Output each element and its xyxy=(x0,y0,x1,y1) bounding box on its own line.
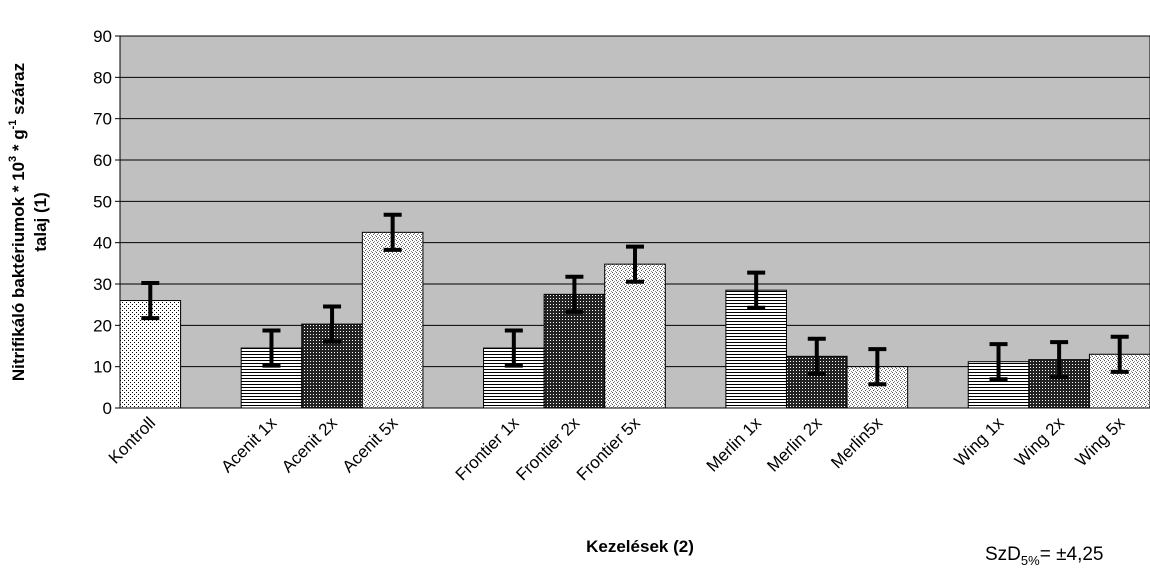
bar xyxy=(604,263,666,409)
y-axis-title-part: Nitrifikáló baktériumok * 10 xyxy=(9,162,28,381)
y-axis-title-part: száraz xyxy=(9,63,28,120)
y-axis-title-sup: 3 xyxy=(7,156,19,162)
x-tick-label: Acenit 2x xyxy=(278,413,341,476)
x-tick-label: Merlin 2x xyxy=(763,413,826,476)
x-tick-label: Acenit 5x xyxy=(339,413,402,476)
y-tick-label: 90 xyxy=(93,27,112,46)
x-tick-label: Frontier 5x xyxy=(573,413,644,484)
x-tick-label: Wing 1x xyxy=(950,413,1007,470)
y-axis-title: Nitrifikáló baktériumok * 103 * g-1 szár… xyxy=(7,63,50,381)
x-tick-label: Wing 2x xyxy=(1011,413,1068,470)
y-tick-label: 60 xyxy=(93,151,112,170)
y-tick-label: 0 xyxy=(103,399,112,418)
szd-annotation: SzD5%= ±4,25 xyxy=(985,544,1104,568)
x-tick-label: Frontier 2x xyxy=(512,413,583,484)
bar xyxy=(725,289,787,409)
y-tick-label: 10 xyxy=(93,358,112,377)
error-bars xyxy=(141,212,1129,387)
y-axis-title-line2: talaj (1) xyxy=(31,192,50,252)
szd-prefix: SzD xyxy=(985,544,1021,565)
y-axis-title-part: * g xyxy=(9,129,28,155)
x-tick-label: Merlin 1x xyxy=(703,413,766,476)
y-tick-label: 30 xyxy=(93,275,112,294)
svg-text:Nitrifikáló baktériumok * 103: Nitrifikáló baktériumok * 103 * g-1 szár… xyxy=(7,63,28,381)
y-tick-label: 20 xyxy=(93,316,112,335)
y-tick-label: 40 xyxy=(93,234,112,253)
szd-subscript: 5% xyxy=(1021,553,1040,568)
x-tick-label: Acenit 1x xyxy=(217,413,280,476)
x-axis-title: Kezelések (2) xyxy=(586,537,694,556)
x-tick-label: Kontroll xyxy=(105,413,159,467)
x-tick-label: Merlin5x xyxy=(827,413,886,472)
y-axis-title-sup: -1 xyxy=(7,120,19,130)
y-tick-label: 50 xyxy=(93,192,112,211)
szd-suffix: = ±4,25 xyxy=(1040,544,1104,565)
x-tick-label: Frontier 1x xyxy=(452,413,523,484)
bar xyxy=(361,231,424,409)
y-tick-label: 80 xyxy=(93,68,112,87)
x-tick-label: Wing 5x xyxy=(1072,413,1129,470)
y-axis: 0 10 20 30 40 50 60 70 80 90 xyxy=(93,27,121,418)
y-tick-label: 70 xyxy=(93,110,112,129)
